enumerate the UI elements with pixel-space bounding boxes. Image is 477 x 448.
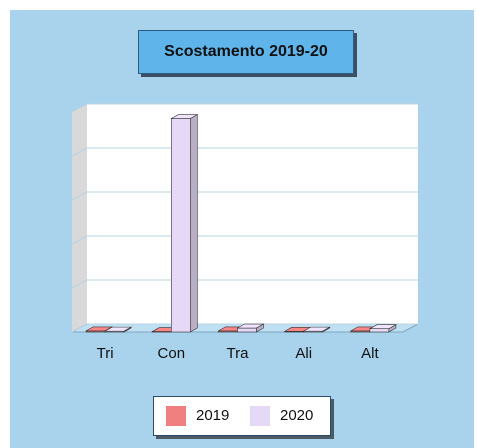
bar-2020-Con <box>170 114 199 333</box>
bar-side <box>190 114 198 333</box>
gridline <box>71 191 88 201</box>
bar-side <box>256 323 264 333</box>
legend-label-2020: 2020 <box>280 407 314 424</box>
bar-front <box>369 328 390 333</box>
gridline <box>71 323 88 333</box>
gridline <box>71 235 88 245</box>
bar-front <box>171 118 191 333</box>
back-wall <box>87 104 418 324</box>
x-tick-label: Ali <box>295 345 312 362</box>
x-tick-label: Con <box>158 345 186 362</box>
legend-swatch-2020 <box>250 406 270 426</box>
bar-side <box>322 326 331 333</box>
gridline <box>71 279 88 289</box>
legend-swatch-2019 <box>166 406 186 426</box>
chart-title-box: Scostamento 2019-20 <box>138 30 354 74</box>
x-tick-label: Tra <box>227 345 250 362</box>
bar-2020-Ali <box>302 326 331 333</box>
legend-label-2019: 2019 <box>196 407 230 424</box>
gridline <box>71 103 88 113</box>
bar-2020-Alt <box>368 324 398 333</box>
bar-side <box>388 324 397 333</box>
chart-legend: 2019 2020 <box>153 396 331 436</box>
bar-2020-Tri <box>103 326 133 333</box>
gridline <box>71 147 88 157</box>
chart-title: Scostamento 2019-20 <box>164 43 328 60</box>
bar-2020-Tra <box>236 323 265 333</box>
x-tick-label: Alt <box>361 345 379 362</box>
side-wall <box>72 104 87 332</box>
bar-front <box>237 327 257 333</box>
bar-side <box>123 326 132 333</box>
x-tick-label: Tri <box>97 345 114 362</box>
